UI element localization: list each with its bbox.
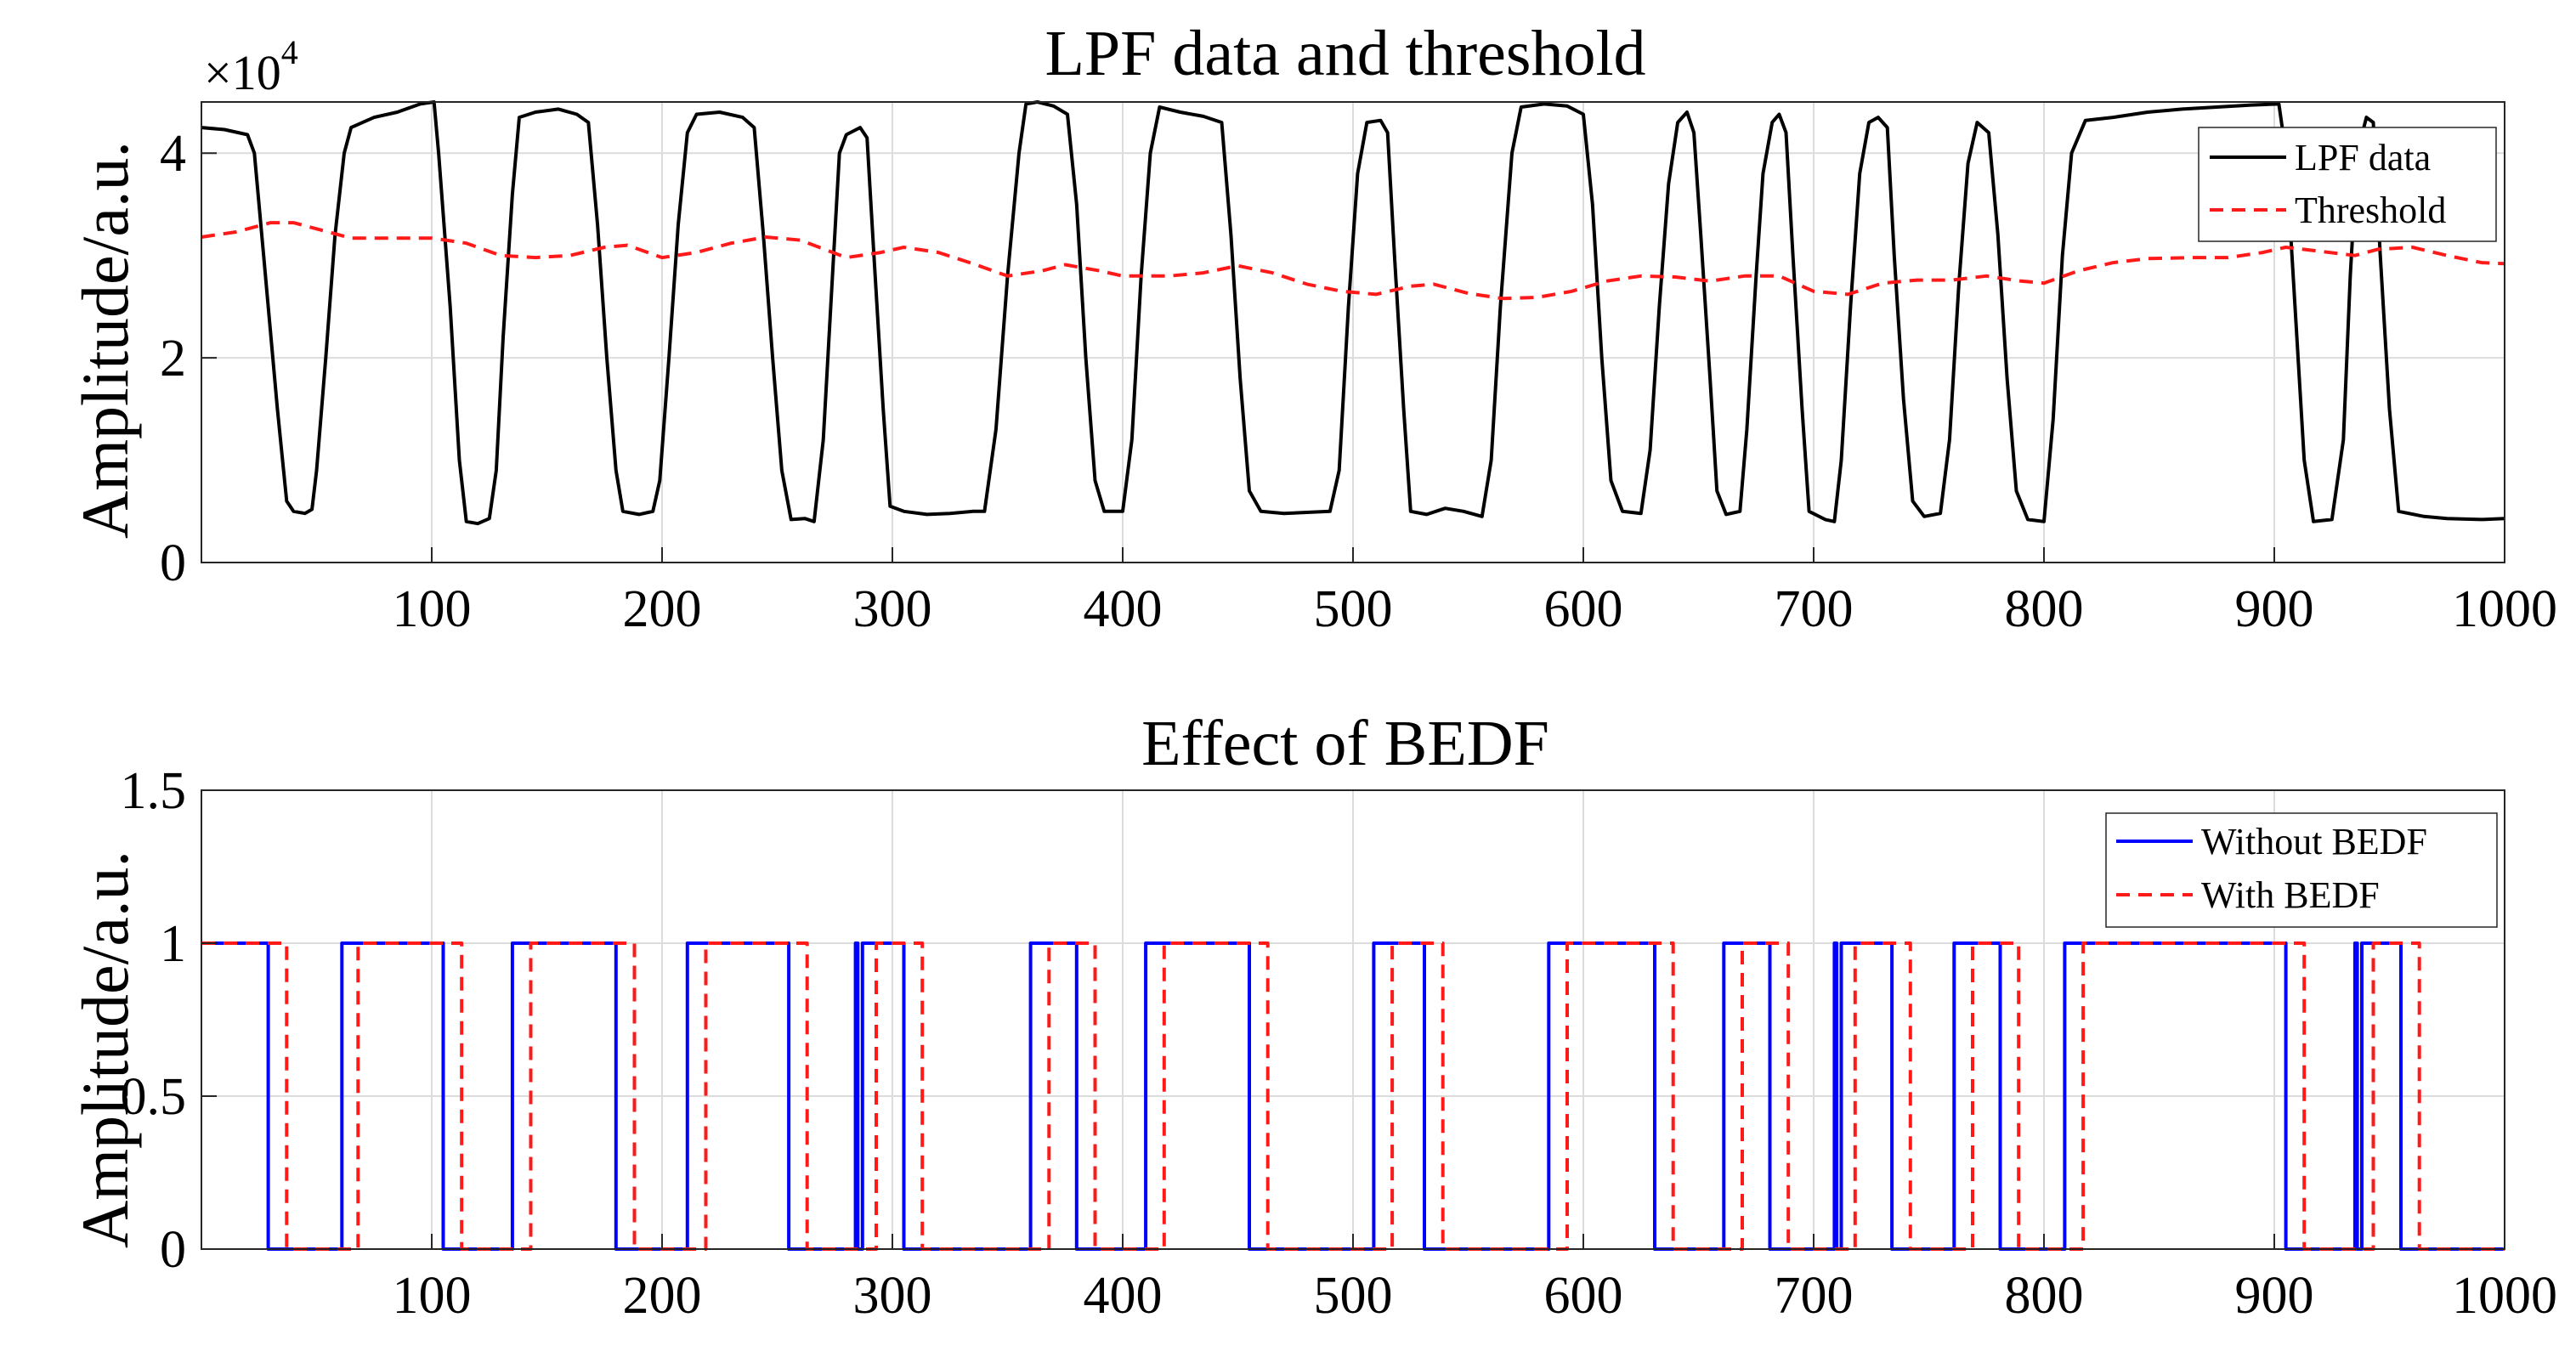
bedf-chart-y-ticks: 0 0.5 1 1.5 [121,762,217,1279]
lpf-x-tick-label: 700 [1775,580,1854,638]
bedf-chart: Effect of BEDF Amplitude/a.u. 100 200 300 4… [68,708,2557,1325]
lpf-x-tick-label: 1000 [2452,580,2557,638]
lpf-y-tick-label: 0 [160,534,186,592]
bedf-x-tick-label: 1000 [2452,1267,2557,1325]
bedf-chart-series [201,941,2505,1251]
lpf-x-tick-label: 200 [623,580,702,638]
bedf-y-tick-label: 0.5 [121,1068,187,1126]
bedf-x-tick-label: 200 [623,1267,702,1325]
bedf-x-tick-label: 800 [2005,1267,2084,1325]
lpf-chart: LPF data and threshold ×104 Amplitude/a.… [68,18,2557,638]
bedf-x-tick-label: 400 [1084,1267,1163,1325]
bedf-chart-title: Effect of BEDF [1141,708,1549,779]
lpf-chart-title: LPF data and threshold [1045,18,1645,89]
bedf-x-tick-label: 300 [853,1267,932,1325]
lpf-chart-legend: LPF data Threshold [2198,127,2497,242]
bedf-chart-ylabel: Amplitude/a.u. [68,851,142,1248]
bedf-y-tick-label: 1 [160,915,186,973]
lpf-chart-ylabel: Amplitude/a.u. [68,141,142,539]
lpf-y-tick-label: 2 [160,330,186,387]
lpf-series-threshold [201,221,2505,301]
lpf-chart-series [201,100,2505,526]
bedf-chart-legend: Without BEDF With BEDF [2105,812,2498,928]
bedf-series-with-bedf [201,941,2505,1251]
lpf-chart-y-ticks: 0 2 4 [160,125,217,592]
without-bedf-legend-label: Without BEDF [2201,821,2427,862]
bedf-x-tick-label: 900 [2235,1267,2314,1325]
bedf-y-tick-label: 0 [160,1221,186,1279]
lpf-series-lpf-data [201,100,2505,526]
lpf-x-tick-label: 800 [2005,580,2084,638]
bedf-chart-x-ticks: 100 200 300 400 500 600 700 800 900 1000 [393,1234,2557,1325]
bedf-series-without-bedf [201,941,2505,1251]
lpf-x-tick-label: 500 [1314,580,1393,638]
lpf-x-tick-label: 600 [1544,580,1623,638]
bedf-x-tick-label: 600 [1544,1267,1623,1325]
lpf-x-tick-label: 400 [1084,580,1163,638]
bedf-x-tick-label: 500 [1314,1267,1393,1325]
bedf-y-tick-label: 1.5 [121,762,187,820]
lpf-x-tick-label: 300 [853,580,932,638]
lpf-chart-x-ticks: 100 200 300 400 500 600 700 800 900 1000 [393,547,2557,638]
bedf-legend-box [2105,812,2498,928]
lpf-legend-label: LPF data [2295,137,2431,178]
threshold-legend-label: Threshold [2295,189,2446,231]
lpf-y-tick-label: 4 [160,125,186,183]
lpf-chart-grid [201,102,2505,563]
lpf-legend-box [2198,127,2497,242]
lpf-x-tick-label: 100 [393,580,472,638]
with-bedf-legend-label: With BEDF [2201,874,2380,916]
lpf-x-tick-label: 900 [2235,580,2314,638]
bedf-x-tick-label: 700 [1775,1267,1854,1325]
lpf-chart-exponent: ×104 [204,33,298,100]
bedf-x-tick-label: 100 [393,1267,472,1325]
